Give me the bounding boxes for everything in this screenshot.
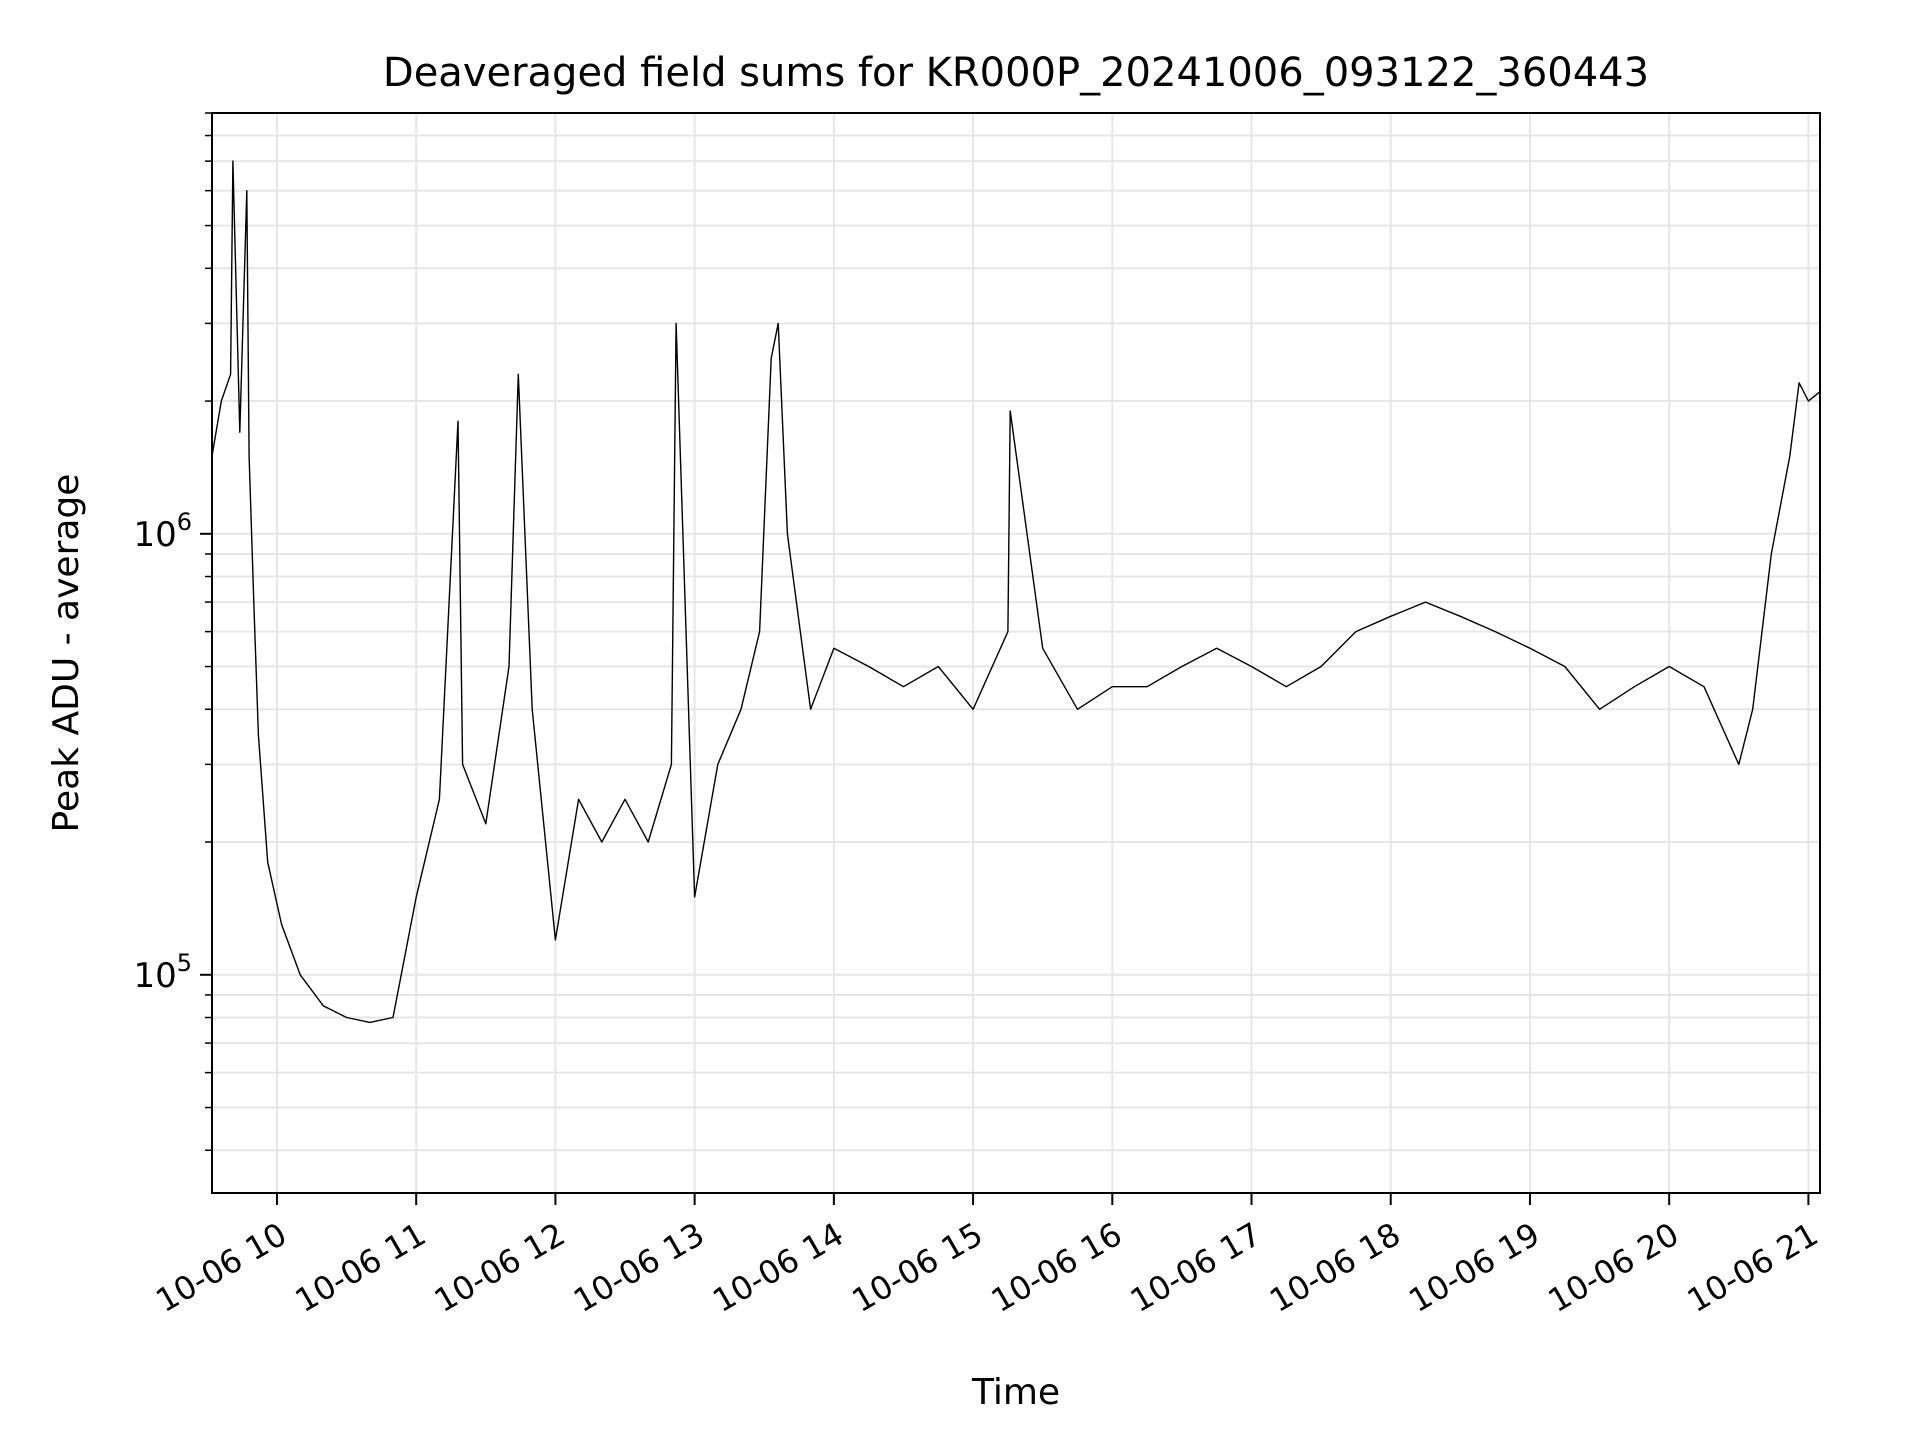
y-tick-label-base: 10 <box>133 515 176 555</box>
x-axis-label: Time <box>971 1372 1060 1413</box>
y-tick-label: 106 <box>133 508 192 555</box>
chart-title: Deaveraged field sums for KR000P_2024100… <box>383 50 1649 96</box>
y-tick-label-exponent: 5 <box>177 949 192 977</box>
series-layer <box>211 160 1821 1024</box>
y-tick-label: 105 <box>133 949 192 996</box>
y-tick-label-exponent: 6 <box>177 508 192 536</box>
plot-frame <box>211 112 1821 1194</box>
y-tick-label-base: 10 <box>133 956 176 996</box>
series-line <box>211 160 1821 1024</box>
y-axis-label: Peak ADU - average <box>46 474 87 833</box>
